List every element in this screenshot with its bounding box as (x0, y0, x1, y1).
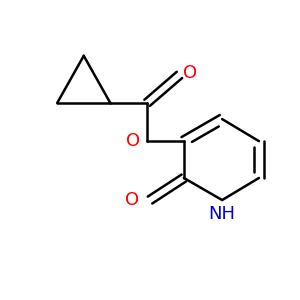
Text: NH: NH (208, 205, 236, 223)
Text: O: O (183, 64, 197, 82)
Text: O: O (126, 132, 140, 150)
Text: O: O (125, 191, 140, 209)
